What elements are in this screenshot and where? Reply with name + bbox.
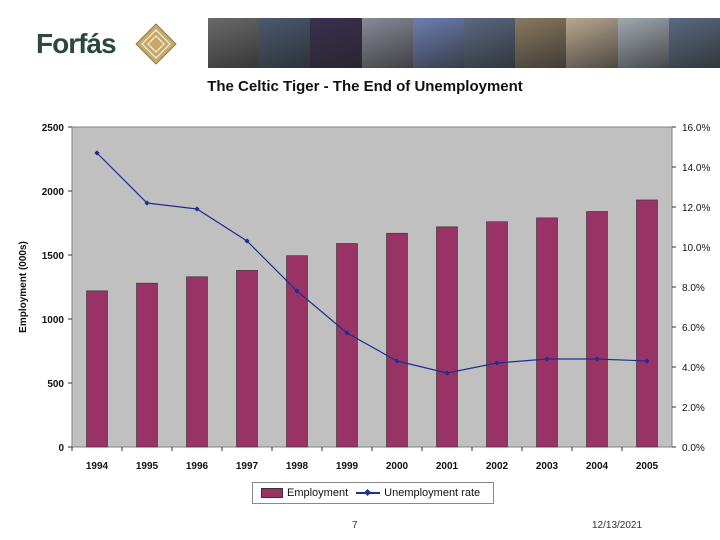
x-tick-label: 1996 bbox=[186, 461, 209, 472]
bar-employment bbox=[136, 282, 158, 448]
bar-employment bbox=[486, 221, 508, 448]
forfas-logo: Forfás bbox=[36, 22, 177, 66]
x-tick-label: 2005 bbox=[636, 461, 659, 472]
bar-employment bbox=[186, 276, 208, 448]
x-tick-label: 2004 bbox=[586, 461, 609, 472]
y2-tick-label: 14.0% bbox=[682, 163, 710, 174]
y-tick-label: 1000 bbox=[42, 315, 65, 326]
point-unemployment-rate bbox=[394, 358, 400, 364]
y2-tick-label: 6.0% bbox=[682, 323, 705, 334]
legend-item-unemployment: Unemployment rate bbox=[356, 487, 480, 499]
point-unemployment-rate bbox=[494, 360, 500, 366]
y2-tick-label: 0.0% bbox=[682, 443, 705, 454]
x-tick-label: 1999 bbox=[336, 461, 359, 472]
x-tick-label: 1995 bbox=[136, 461, 159, 472]
point-unemployment-rate bbox=[244, 238, 250, 244]
header-photo bbox=[566, 18, 618, 68]
point-unemployment-rate bbox=[544, 356, 550, 362]
diamond-logo-icon bbox=[135, 23, 177, 65]
header-photo-strip bbox=[208, 18, 720, 68]
header-photo bbox=[668, 18, 720, 68]
y2-tick-label: 8.0% bbox=[682, 283, 705, 294]
header-photo bbox=[617, 18, 669, 68]
point-unemployment-rate bbox=[294, 288, 300, 294]
point-unemployment-rate bbox=[144, 200, 150, 206]
y2-tick-label: 10.0% bbox=[682, 243, 710, 254]
x-tick-label: 2003 bbox=[536, 461, 559, 472]
logo-text: Forfás bbox=[36, 28, 117, 59]
legend-swatch-line bbox=[356, 489, 381, 497]
y-tick-label: 1500 bbox=[42, 251, 65, 262]
point-unemployment-rate bbox=[344, 330, 350, 336]
x-tick-label: 1994 bbox=[86, 461, 109, 472]
legend-item-employment: Employment bbox=[261, 487, 348, 499]
bar-employment bbox=[336, 243, 358, 448]
y-tick-label: 500 bbox=[47, 379, 64, 390]
y2-tick-label: 2.0% bbox=[682, 403, 705, 414]
header-photo bbox=[515, 18, 567, 68]
x-tick-label: 2000 bbox=[386, 461, 409, 472]
point-unemployment-rate bbox=[94, 150, 100, 156]
x-tick-label: 1998 bbox=[286, 461, 309, 472]
y-tick-label: 0 bbox=[58, 443, 64, 454]
y-tick-label: 2500 bbox=[42, 123, 65, 134]
bar-employment bbox=[536, 217, 558, 448]
header-photo bbox=[361, 18, 413, 68]
bar-employment bbox=[386, 232, 408, 448]
slide-date: 12/13/2021 bbox=[592, 520, 643, 531]
bar-employment bbox=[586, 211, 608, 448]
point-unemployment-rate bbox=[644, 358, 650, 364]
chart-title: The Celtic Tiger - The End of Unemployme… bbox=[207, 78, 523, 95]
x-tick-label: 2001 bbox=[436, 461, 459, 472]
chart-legend: Employment Unemployment rate bbox=[252, 482, 494, 504]
legend-label-unemployment: Unemployment rate bbox=[384, 487, 481, 499]
point-unemployment-rate bbox=[194, 206, 200, 212]
bar-employment bbox=[286, 255, 308, 448]
bar-employment bbox=[86, 290, 108, 448]
line-unemployment-rate bbox=[96, 152, 648, 374]
legend-swatch-bar bbox=[261, 488, 283, 498]
bar-employment bbox=[436, 226, 458, 448]
legend-label-employment: Employment bbox=[287, 487, 349, 499]
bar-employment bbox=[636, 199, 658, 448]
y2-tick-label: 12.0% bbox=[682, 203, 710, 214]
slide-number: 7 bbox=[352, 520, 358, 531]
x-tick-label: 2002 bbox=[486, 461, 509, 472]
header-photo bbox=[310, 18, 362, 68]
header-photo bbox=[412, 18, 465, 68]
y2-tick-label: 4.0% bbox=[682, 363, 705, 374]
header-photo bbox=[208, 18, 260, 68]
y2-tick-label: 16.0% bbox=[682, 123, 710, 134]
header-photo bbox=[259, 18, 311, 68]
plot-area bbox=[71, 126, 673, 448]
y-axis-label: Employment (000s) bbox=[18, 241, 29, 333]
point-unemployment-rate bbox=[444, 370, 450, 376]
header-photo bbox=[464, 18, 516, 68]
bar-employment bbox=[236, 270, 258, 448]
x-tick-label: 1997 bbox=[236, 461, 259, 472]
point-unemployment-rate bbox=[594, 356, 600, 362]
y-tick-label: 2000 bbox=[42, 187, 65, 198]
